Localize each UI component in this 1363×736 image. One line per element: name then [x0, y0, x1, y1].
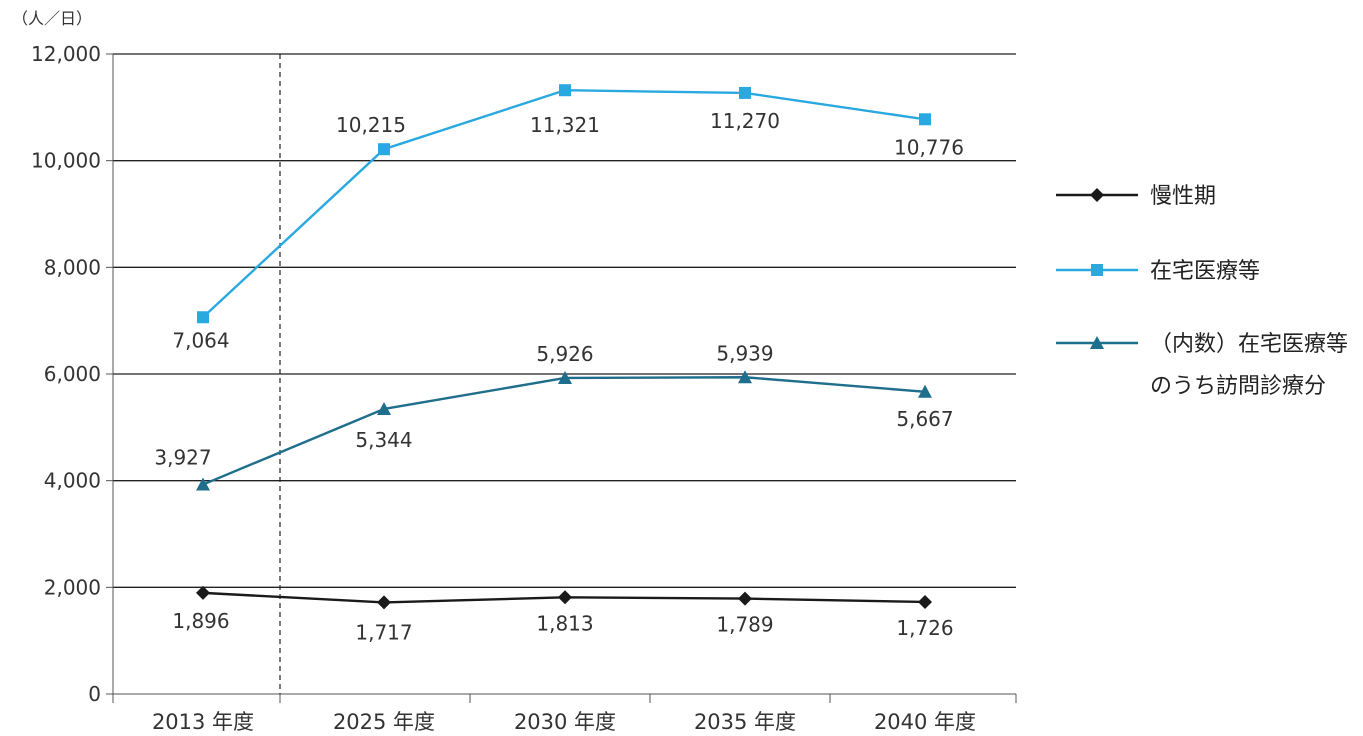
data-label: 1,896: [172, 609, 229, 633]
data-label: 1,717: [355, 620, 412, 644]
data-point: [377, 401, 391, 415]
data-label: 10,776: [894, 135, 964, 159]
data-point: [377, 595, 391, 610]
data-point: [558, 370, 572, 384]
data-point: [559, 84, 571, 97]
data-point: [918, 384, 932, 398]
data-point: [197, 311, 209, 324]
x-tick-label: 2025 年度: [333, 710, 435, 734]
legend-marker: [1090, 336, 1104, 349]
data-point: [196, 477, 210, 491]
data-point: [738, 370, 752, 384]
data-label: 1,813: [536, 611, 593, 635]
x-tick-label: 2035 年度: [694, 710, 796, 734]
data-point: [739, 86, 751, 99]
series-line-2: [202, 376, 926, 486]
data-label: 1,789: [716, 613, 773, 637]
y-tick-label: 0: [88, 682, 101, 706]
data-point: [919, 113, 931, 126]
data-label: 1,726: [896, 616, 953, 640]
x-tick-label: 2030 年度: [514, 710, 616, 734]
y-tick-label: 4,000: [44, 469, 101, 493]
legend-marker: [1091, 264, 1103, 276]
data-point: [196, 585, 210, 600]
data-label: 11,321: [530, 113, 600, 137]
y-unit-label: （人／日）: [12, 9, 92, 28]
data-point: [738, 591, 752, 606]
legend-marker: [1090, 188, 1104, 202]
legend-label: 在宅医療等: [1150, 259, 1260, 284]
data-point: [378, 143, 390, 156]
data-label: 10,215: [336, 113, 406, 137]
data-point: [558, 590, 572, 605]
data-label: 5,344: [355, 428, 412, 452]
y-tick-label: 8,000: [44, 255, 101, 279]
y-tick-label: 12,000: [31, 42, 101, 66]
data-label: 5,926: [536, 342, 593, 366]
y-tick-label: 6,000: [44, 362, 101, 386]
x-tick-label: 2040 年度: [874, 710, 976, 734]
data-label: 5,939: [716, 341, 773, 365]
data-label: 11,270: [710, 109, 780, 133]
data-label: 3,927: [154, 446, 211, 470]
data-label: 5,667: [896, 407, 953, 431]
y-tick-label: 2,000: [44, 575, 101, 599]
axes-layer: 0 2,000 4,000 6,000 8,000 10,000 12,000 2013 年度…: [31, 42, 1017, 734]
legend-label: （内数）在宅医療等: [1150, 332, 1348, 357]
series-layer: [196, 84, 932, 610]
legend-label: 慢性期: [1150, 184, 1216, 209]
data-point: [918, 594, 932, 609]
x-tick-label: 2013 年度: [152, 710, 254, 734]
label-layer: 1,896 1,717 1,813 1,789 1,726 7,064 10,215 11,3…: [154, 109, 964, 644]
legend-label: のうち訪問診療分: [1150, 374, 1326, 399]
y-tick-label: 10,000: [31, 149, 101, 173]
data-label: 7,064: [172, 328, 229, 352]
